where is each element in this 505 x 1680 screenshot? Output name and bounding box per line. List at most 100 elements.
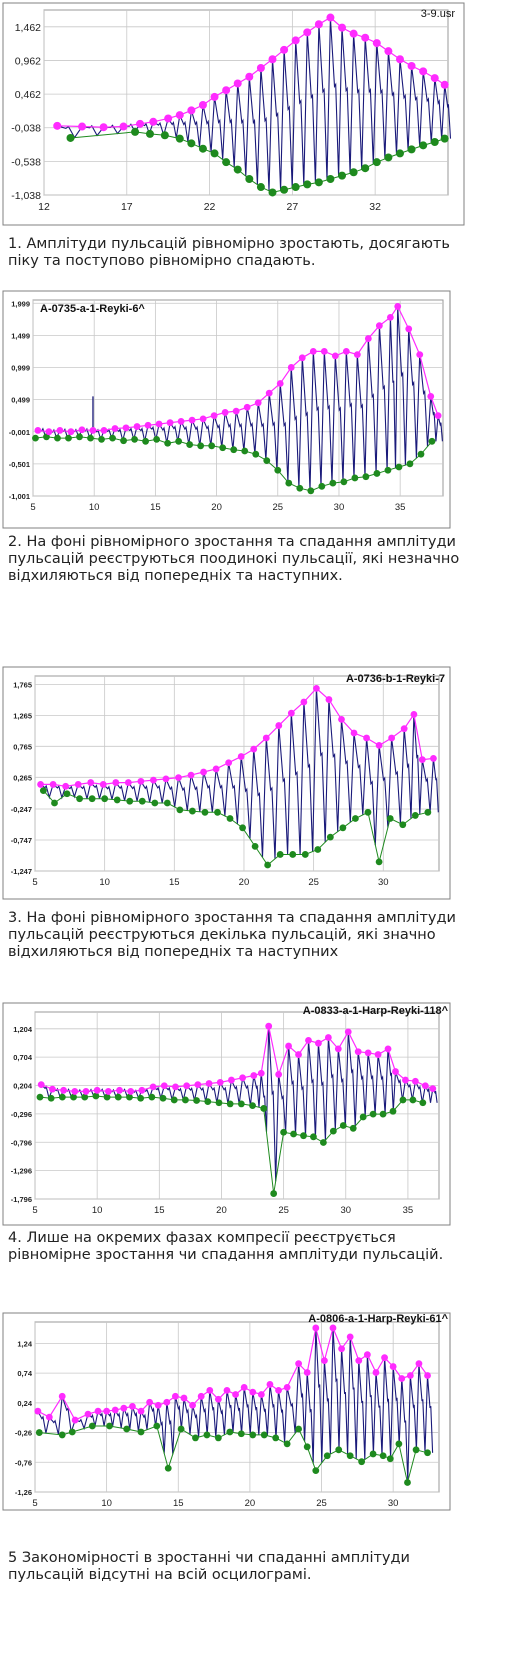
upper-peak-point xyxy=(254,399,262,407)
upper-peak-point xyxy=(395,55,404,64)
upper-peak-point xyxy=(100,427,108,434)
y-tick-label: 0,704 xyxy=(13,1053,33,1062)
lower-peak-point xyxy=(301,851,309,858)
y-tick-label: -1,296 xyxy=(11,1167,32,1176)
upper-peak-point xyxy=(149,1083,157,1091)
upper-peak-point xyxy=(421,1082,429,1090)
upper-peak-point xyxy=(138,1086,146,1094)
x-tick-label: 30 xyxy=(378,877,389,888)
upper-peak-point xyxy=(434,412,442,420)
lower-peak-point xyxy=(386,1455,394,1463)
lower-peak-point xyxy=(272,1434,280,1442)
upper-peak-point xyxy=(222,86,231,95)
upper-peak-point xyxy=(398,1375,406,1382)
upper-peak-point xyxy=(250,1072,258,1079)
upper-peak-point xyxy=(424,1372,431,1379)
lower-peak-point xyxy=(428,437,436,445)
upper-peak-point xyxy=(112,779,120,786)
lower-peak-point xyxy=(175,134,184,143)
upper-peak-point xyxy=(34,1407,42,1415)
upper-peak-point xyxy=(233,79,242,88)
lower-peak-point xyxy=(197,442,205,450)
lower-peak-point xyxy=(395,463,403,471)
chart-frame xyxy=(2,1312,451,1511)
lower-peak-point xyxy=(219,444,227,452)
y-tick-label: -0,76 xyxy=(15,1458,32,1467)
lower-peak-point xyxy=(326,174,335,183)
upper-peak-point xyxy=(350,729,358,737)
lower-peak-point xyxy=(138,797,146,805)
y-tick-label: -0,038 xyxy=(11,123,41,135)
upper-peak-point xyxy=(210,92,219,101)
upper-peak-point xyxy=(427,392,435,400)
upper-peak-point xyxy=(175,111,184,120)
upper-peak-point xyxy=(309,347,317,355)
upper-peak-point xyxy=(265,1022,273,1030)
upper-peak-point xyxy=(163,1398,171,1406)
lower-peak-point xyxy=(164,1464,172,1472)
lower-peak-point xyxy=(384,466,392,474)
lower-peak-point xyxy=(76,795,83,803)
lower-peak-point xyxy=(203,1431,211,1439)
lower-peak-point xyxy=(283,1440,291,1448)
upper-peak-point xyxy=(177,418,185,425)
upper-peak-point xyxy=(243,403,251,411)
upper-peak-point xyxy=(342,347,350,355)
upper-peak-point xyxy=(78,426,86,434)
x-tick-label: 25 xyxy=(316,1498,327,1509)
lower-peak-point xyxy=(145,129,154,138)
upper-peak-point xyxy=(374,1051,382,1058)
caption-line: 5 Закономірності в зростанні чи спаданні… xyxy=(8,1550,410,1566)
x-tick-label: 35 xyxy=(403,1205,414,1216)
upper-peak-point xyxy=(56,427,64,434)
upper-peak-point xyxy=(120,1404,128,1412)
upper-peak-point xyxy=(338,715,345,723)
upper-peak-point xyxy=(303,28,312,37)
x-tick-label: 12 xyxy=(38,201,50,213)
lower-peak-point xyxy=(226,1428,234,1436)
signal-line xyxy=(40,688,439,859)
lower-peak-point xyxy=(329,479,337,487)
lower-peak-point xyxy=(113,796,121,804)
lower-peak-point xyxy=(187,139,196,148)
lower-peak-point xyxy=(239,824,246,832)
x-tick-label: 15 xyxy=(169,877,180,888)
upper-peak-point xyxy=(116,1086,123,1094)
x-tick-label: 35 xyxy=(395,502,406,513)
x-tick-label: 32 xyxy=(369,201,381,213)
lower-peak-point xyxy=(222,158,231,167)
lower-peak-point xyxy=(411,812,419,819)
upper-peak-point xyxy=(384,47,393,56)
caption-3: 3. На фоні рівномірного зростання та спа… xyxy=(8,910,456,961)
upper-peak-point xyxy=(381,1354,388,1362)
upper-peak-point xyxy=(313,684,320,692)
x-tick-label: 25 xyxy=(308,877,319,888)
x-tick-label: 20 xyxy=(239,877,250,888)
lower-peak-point xyxy=(142,437,149,445)
x-tick-label: 25 xyxy=(278,1205,289,1216)
lower-peak-point xyxy=(131,436,138,443)
lower-peak-point xyxy=(263,457,271,465)
lower-peak-point xyxy=(290,1130,297,1138)
lower-peak-point xyxy=(303,180,312,189)
upper-peak-point xyxy=(149,117,158,126)
lower-peak-point xyxy=(137,1094,145,1102)
upper-peak-point xyxy=(326,13,335,22)
upper-peak-point xyxy=(430,74,439,83)
upper-peak-point xyxy=(206,1386,214,1394)
lower-peak-point xyxy=(379,1110,387,1118)
lower-peak-point xyxy=(76,433,83,441)
upper-peak-point xyxy=(329,1324,337,1332)
upper-peak-point xyxy=(415,1360,423,1368)
chart-title: A-0735-a-1-Reyki-6^ xyxy=(40,303,145,315)
lower-peak-point xyxy=(335,1446,343,1454)
upper-peak-point xyxy=(334,1045,342,1053)
upper-peak-point xyxy=(249,1388,257,1396)
upper-peak-point xyxy=(266,1381,274,1388)
lower-peak-point xyxy=(349,168,358,177)
upper-peak-point xyxy=(49,1085,56,1093)
lower-peak-point xyxy=(430,137,439,146)
lower-peak-point xyxy=(359,1113,367,1121)
lower-peak-point xyxy=(379,1452,387,1460)
upper-peak-point xyxy=(122,424,130,432)
